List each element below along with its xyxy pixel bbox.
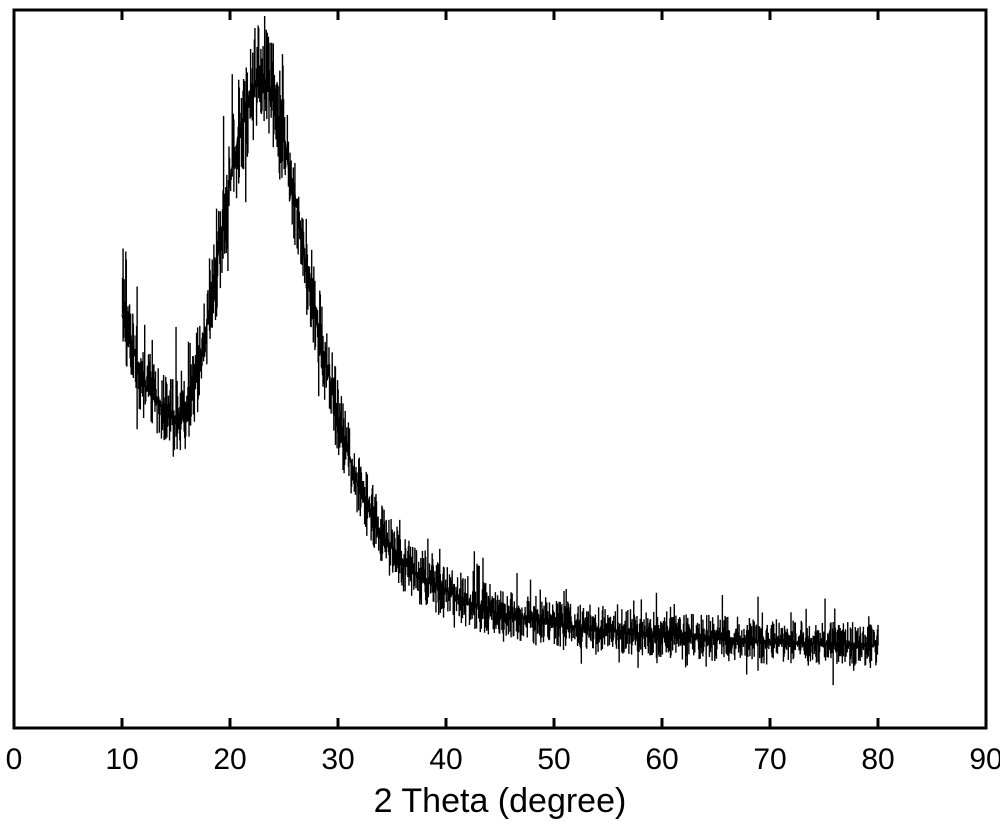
x-axis-title: 2 Theta (degree) <box>0 782 1000 821</box>
x-tick-label: 20 <box>213 743 246 777</box>
x-tick-label: 40 <box>429 743 462 777</box>
x-tick-label: 60 <box>645 743 678 777</box>
x-tick-label: 50 <box>537 743 570 777</box>
x-tick-label: 30 <box>321 743 354 777</box>
x-tick-label: 10 <box>105 743 138 777</box>
chart-svg <box>0 0 1000 827</box>
xrd-chart: 0 10 20 30 40 50 60 70 80 90 2 Theta (degree) <box>0 0 1000 827</box>
x-tick-label: 80 <box>861 743 894 777</box>
x-tick-label: 70 <box>753 743 786 777</box>
x-tick-label: 90 <box>969 743 1000 777</box>
x-tick-label: 0 <box>6 743 23 777</box>
